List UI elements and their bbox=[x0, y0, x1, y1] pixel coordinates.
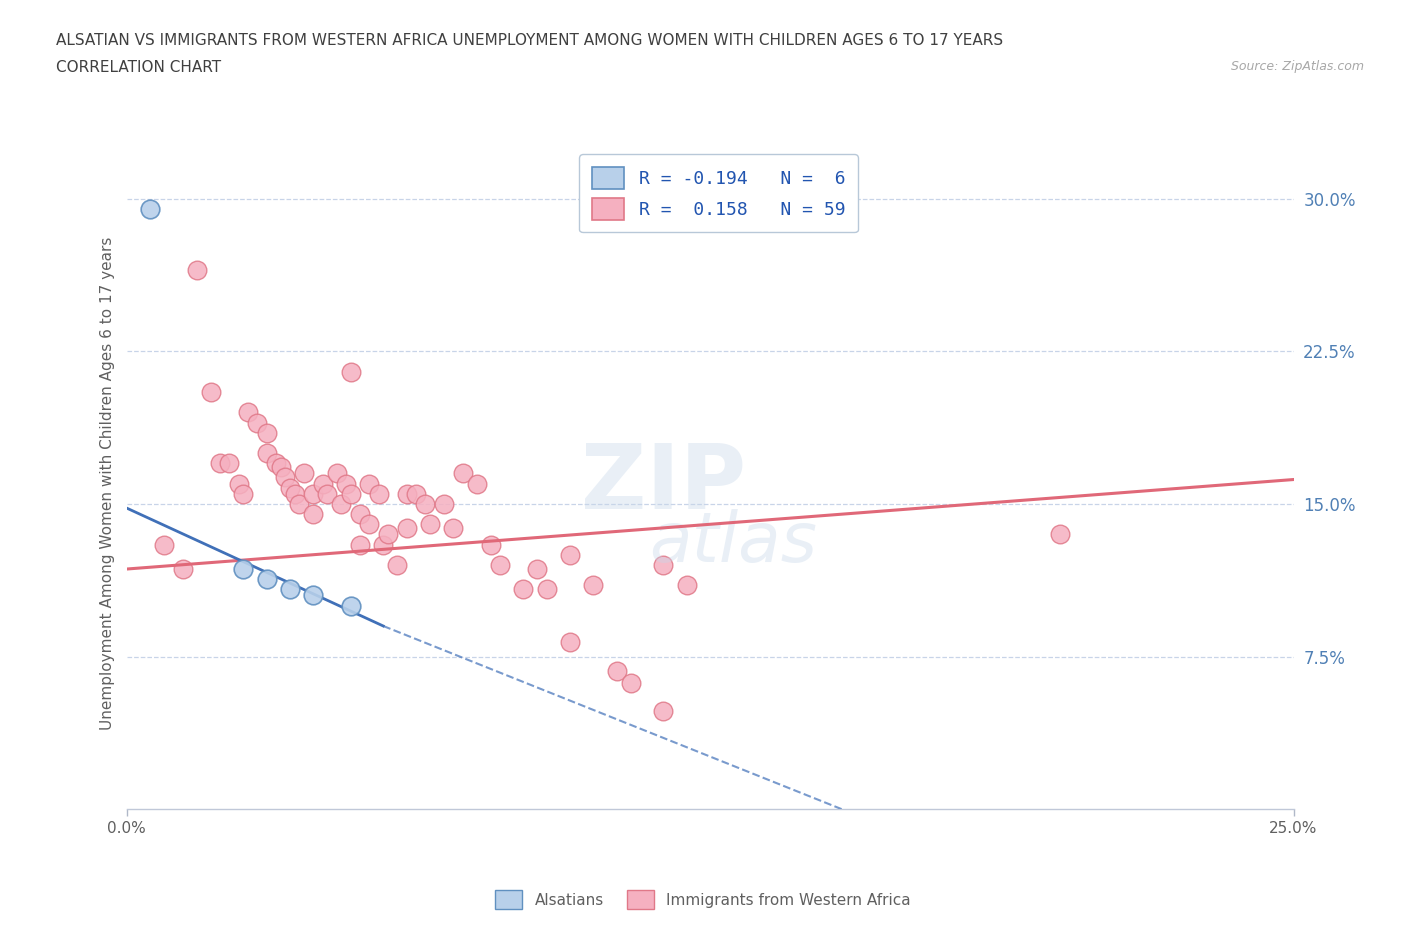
Legend: R = -0.194   N =  6, R =  0.158   N = 59: R = -0.194 N = 6, R = 0.158 N = 59 bbox=[579, 154, 858, 232]
Point bbox=[302, 588, 325, 603]
Point bbox=[349, 538, 371, 552]
Text: atlas: atlas bbox=[650, 509, 817, 576]
Text: CORRELATION CHART: CORRELATION CHART bbox=[56, 60, 221, 75]
Point bbox=[200, 385, 222, 400]
Point bbox=[373, 538, 395, 552]
Text: Source: ZipAtlas.com: Source: ZipAtlas.com bbox=[1230, 60, 1364, 73]
Point bbox=[228, 476, 250, 491]
Point bbox=[387, 557, 409, 572]
Point bbox=[558, 548, 581, 563]
Point bbox=[325, 466, 347, 481]
Point bbox=[139, 202, 162, 217]
Point bbox=[606, 663, 628, 678]
Point bbox=[335, 476, 357, 491]
Point bbox=[256, 445, 278, 460]
Point bbox=[582, 578, 605, 592]
Point bbox=[479, 538, 502, 552]
Point bbox=[208, 456, 231, 471]
Point bbox=[675, 578, 697, 592]
Point bbox=[620, 675, 643, 690]
Point bbox=[236, 405, 259, 419]
Y-axis label: Unemployment Among Women with Children Ages 6 to 17 years: Unemployment Among Women with Children A… bbox=[100, 237, 115, 730]
Point bbox=[218, 456, 240, 471]
Point bbox=[186, 262, 208, 277]
Point bbox=[526, 562, 548, 577]
Point bbox=[302, 486, 325, 501]
Point bbox=[377, 527, 399, 542]
Point bbox=[359, 476, 381, 491]
Point bbox=[536, 582, 558, 597]
Point bbox=[330, 497, 353, 512]
Point bbox=[256, 572, 278, 587]
Point bbox=[489, 557, 512, 572]
Point bbox=[288, 497, 311, 512]
Point bbox=[284, 486, 307, 501]
Point bbox=[413, 497, 436, 512]
Point bbox=[232, 486, 254, 501]
Point bbox=[278, 582, 301, 597]
Point bbox=[652, 557, 675, 572]
Point bbox=[558, 635, 581, 650]
Point bbox=[153, 538, 176, 552]
Text: ZIP: ZIP bbox=[581, 440, 747, 527]
Text: ALSATIAN VS IMMIGRANTS FROM WESTERN AFRICA UNEMPLOYMENT AMONG WOMEN WITH CHILDRE: ALSATIAN VS IMMIGRANTS FROM WESTERN AFRI… bbox=[56, 33, 1004, 47]
Point bbox=[270, 459, 292, 474]
Point bbox=[316, 486, 339, 501]
Point bbox=[512, 582, 534, 597]
Point bbox=[311, 476, 333, 491]
Point bbox=[264, 456, 287, 471]
Point bbox=[395, 486, 418, 501]
Point bbox=[292, 466, 315, 481]
Point bbox=[339, 365, 361, 379]
Point bbox=[339, 598, 361, 613]
Point bbox=[349, 507, 371, 522]
Point bbox=[302, 507, 325, 522]
Point bbox=[1049, 527, 1071, 542]
Point bbox=[172, 562, 194, 577]
Point bbox=[652, 704, 675, 719]
Point bbox=[465, 476, 488, 491]
Point bbox=[256, 425, 278, 440]
Point bbox=[367, 486, 389, 501]
Point bbox=[274, 470, 297, 485]
Point bbox=[419, 517, 441, 532]
Point bbox=[232, 562, 254, 577]
Point bbox=[339, 486, 361, 501]
Point bbox=[441, 521, 464, 536]
Legend: Alsatians, Immigrants from Western Africa: Alsatians, Immigrants from Western Afric… bbox=[489, 884, 917, 915]
Point bbox=[246, 415, 269, 430]
Point bbox=[433, 497, 456, 512]
Point bbox=[395, 521, 418, 536]
Point bbox=[451, 466, 474, 481]
Point bbox=[359, 517, 381, 532]
Point bbox=[405, 486, 427, 501]
Point bbox=[278, 480, 301, 495]
